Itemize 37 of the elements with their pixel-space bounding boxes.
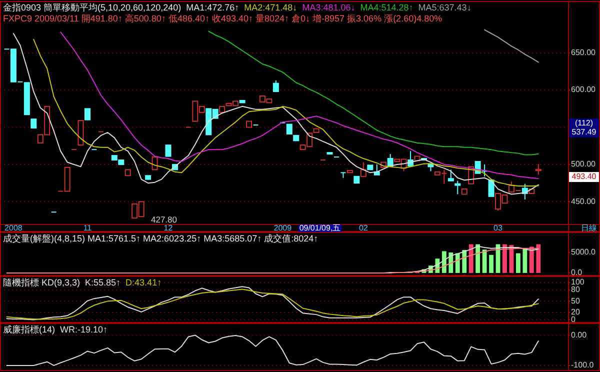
text: 日線 [581,224,597,233]
y-tick-label: 650.00 [571,48,596,57]
text: FXPC9 2009/03/11 開491.80↑ 高500.80↑ 低486.40↑ 收493.40↑ 量8024↑ 倉0↓ 增-8957 振3.06% 漲(2.60)4.80% [3,13,442,24]
y-tick-label: 600.00 [571,85,596,94]
y-tick-label: 80 [571,285,580,294]
text: MA4:514.28↑ [360,2,414,12]
x-tick-label: 2008 [4,224,23,233]
text: MA3:481.06↓ [302,2,356,12]
x-tick-label: 11 [83,224,92,233]
y-tick-label: 0 [571,314,576,324]
text: MA1:472.76↑ [186,2,240,12]
x-tick-label: 2009 [274,224,292,233]
x-tick-label: 02 [358,224,368,233]
series-label: K:55.85↑ [85,277,121,288]
y-tick-label: 0.00 [571,330,588,340]
chart-title: 隨機指標 KD(9,3,3) [3,277,80,288]
y-tick-label: 5000.0 [571,248,596,257]
text: (112) 537.49 [572,118,597,137]
series-label: WR:-19.10↑ [60,324,108,334]
chart-title: 成交量(解盤)(4,8,15) MA1:5761.5↑ MA2:6023.25↑ MA3:5685.07↑ 成交值:8024↑ [3,233,318,244]
chart-title: 威廉指標(14) [3,324,56,334]
series-label: D:43.41↑ [126,277,162,288]
y-tick-label: 450.00 [571,196,596,206]
annotation: 09/01/09,五 [299,224,341,233]
y-tick-label: 500.00 [571,160,596,169]
text: MA5:637.43↓ [418,2,472,12]
y-tick-label: 50 [571,296,580,306]
chart-title: 金指0903 簡單移動平均(5,10,20,60,120,240) [3,2,182,12]
y-tick-label: 0.0 [571,268,583,278]
x-tick-label: 12 [164,224,174,233]
text: 493.40 [572,172,597,182]
text: MA2:471.48↓ [244,2,298,12]
y-tick-label: -100.0 [571,360,594,370]
y-tick-label: 20 [571,307,580,316]
annotation: 427.80 [151,214,178,224]
y-tick-label: 100 [571,278,585,287]
x-tick-label: 03 [494,224,504,233]
